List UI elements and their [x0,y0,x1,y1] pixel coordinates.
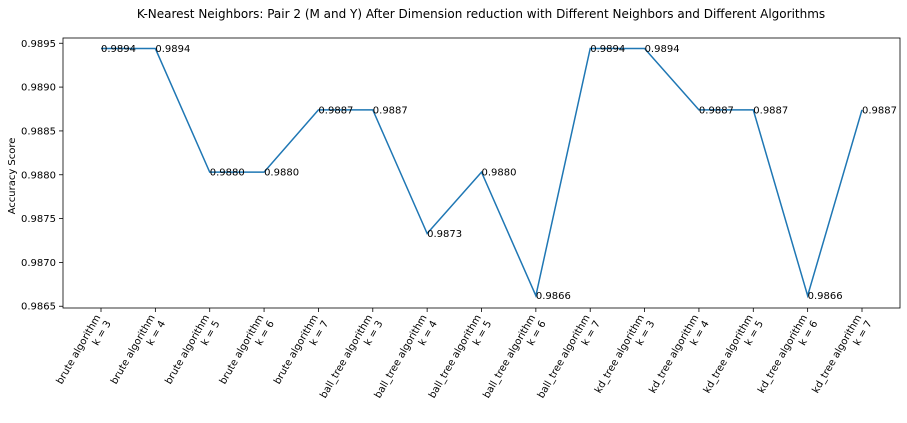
y-tick-label: 0.9880 [21,170,56,181]
data-label: 0.9894 [101,44,136,55]
data-label: 0.9894 [645,44,680,55]
y-tick-label: 0.9890 [21,83,56,94]
data-label: 0.9873 [427,229,462,240]
data-label: 0.9880 [264,168,299,179]
data-label: 0.9880 [210,168,245,179]
data-label: 0.9887 [373,105,408,116]
plot-frame [62,37,901,309]
data-label: 0.9887 [753,105,788,116]
data-label: 0.9894 [590,44,625,55]
data-label: 0.9887 [318,105,353,116]
data-label: 0.9866 [536,291,571,302]
data-label: 0.9880 [482,168,517,179]
data-label: 0.9866 [808,291,843,302]
chart-title: K-Nearest Neighbors: Pair 2 (M and Y) Af… [137,7,825,21]
data-label: 0.9894 [155,44,190,55]
data-label: 0.9887 [699,105,734,116]
y-tick-label: 0.9895 [21,39,56,50]
y-tick-label: 0.9875 [21,214,56,225]
data-labels: 0.9894 0.9894 0.9880 0.9880 0.9887 0.9887 0.98… [101,44,897,302]
accuracy-series-line [101,47,863,299]
y-axis-ticks: 0.9865 0.9870 0.9875 0.9880 0.9885 0.9890 0.98… [21,39,63,313]
y-tick-label: 0.9870 [21,258,56,269]
y-axis-label: Accuracy Score [7,138,18,215]
y-tick-label: 0.9865 [21,302,56,313]
data-label: 0.9887 [862,105,897,116]
y-tick-label: 0.9885 [21,126,56,137]
